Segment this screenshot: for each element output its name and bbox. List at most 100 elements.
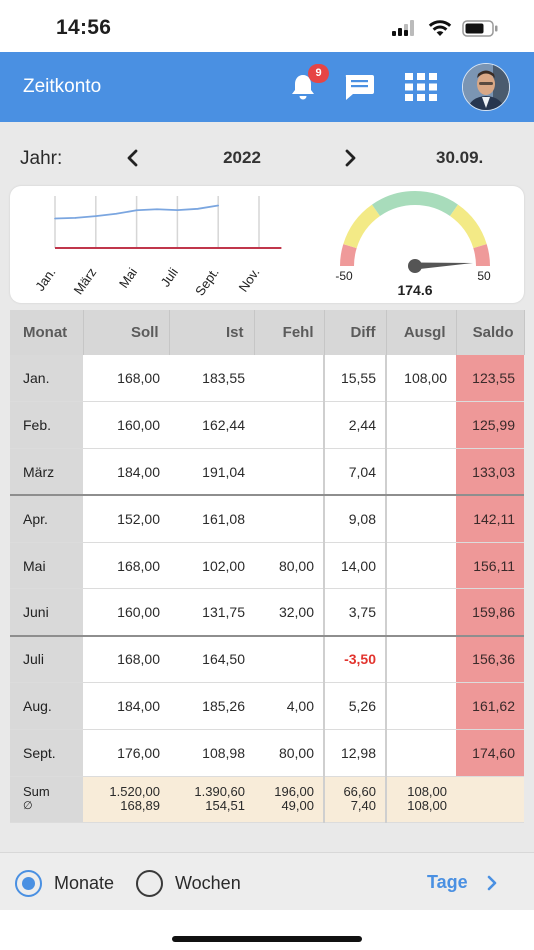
status-time: 14:56: [56, 16, 112, 39]
chat-icon: [345, 75, 374, 100]
sum-value: 66,60: [343, 784, 376, 800]
cell-diff: 2,44: [323, 401, 386, 450]
sum-cell-ist: 1.390,60 154,51: [169, 776, 254, 823]
column-header-monat: Monat: [10, 310, 84, 355]
cell-ausgl: [385, 682, 456, 730]
data-point-Feb.: [74, 217, 77, 219]
cell-saldo: 159,86: [456, 588, 524, 637]
cell-diff: 14,00: [323, 542, 386, 590]
cell-ausgl: [385, 448, 456, 497]
cell-saldo: 156,36: [456, 635, 524, 684]
data-point-Sept.: [217, 204, 219, 207]
sum-value: 196,00: [274, 784, 314, 800]
home-indicator[interactable]: [172, 936, 362, 942]
notification-badge: 9: [308, 64, 329, 83]
cell-month: März: [10, 448, 83, 497]
table-row[interactable]: Mai 168,00 102,00 80,00 14,00 156,11: [10, 542, 524, 590]
notifications-button[interactable]: 9: [288, 52, 329, 122]
cell-month: Sept.: [10, 729, 83, 777]
gauge-needle: [414, 262, 473, 270]
cell-saldo: 123,55: [456, 355, 524, 403]
gauge-value-label: 174.6: [397, 282, 432, 298]
cell-soll: 176,00: [83, 729, 169, 777]
column-header-ausgl: Ausgl: [386, 310, 457, 355]
year-value: 2022: [223, 148, 261, 167]
cell-ausgl: [385, 401, 456, 450]
cell-soll: 160,00: [83, 588, 169, 637]
cell-saldo: 161,62: [456, 682, 524, 730]
cell-fehl: 32,00: [254, 588, 324, 637]
cell-ist: 161,08: [169, 495, 254, 543]
cell-soll: 168,00: [83, 635, 169, 684]
days-link[interactable]: Tage: [427, 872, 468, 892]
cell-ausgl: [385, 635, 456, 684]
cell-ausgl: 108,00: [385, 355, 456, 403]
gauge-high-segment: [473, 244, 490, 267]
x-tick-label: Juli: [157, 265, 181, 290]
column-header-fehl: Fehl: [254, 310, 325, 355]
chart-card: Jan. März Mai Juli Sept. Nov. -50 50 174.6: [10, 186, 524, 303]
data-point-Aug.: [197, 208, 199, 210]
table-row[interactable]: Jan. 168,00 183,55 15,55 108,00 123,55: [10, 355, 524, 403]
table-row[interactable]: Apr. 152,00 161,08 9,08 142,11: [10, 495, 524, 543]
cellular-signal-icon: [392, 20, 414, 36]
gauge-mid-high-segment: [449, 204, 487, 249]
data-point-März: [95, 215, 97, 217]
bell-icon: [292, 75, 314, 100]
cell-saldo: 156,11: [456, 542, 524, 590]
cell-ausgl: [385, 495, 456, 543]
cell-saldo: 174,60: [456, 729, 524, 777]
table-header-row: Monat Soll Ist Fehl Diff Ausgl Saldo: [10, 310, 525, 355]
cell-soll: 184,00: [83, 682, 169, 730]
data-point-Juni: [156, 208, 158, 211]
cell-soll: 160,00: [83, 401, 169, 450]
avatar[interactable]: [462, 63, 510, 111]
average-value: 49,00: [281, 798, 314, 814]
sum-cell-month: Sum ∅: [10, 776, 83, 823]
cell-ist: 191,04: [169, 448, 254, 497]
weeks-radio-label[interactable]: Wochen: [175, 873, 241, 893]
sum-cell-diff: 66,60 7,40: [323, 776, 386, 823]
cell-fehl: 4,00: [254, 682, 324, 730]
battery-icon: [462, 20, 498, 37]
next-year-chevron-icon[interactable]: [339, 146, 361, 170]
table-row[interactable]: Juli 168,00 164,50 -3,50 156,36: [10, 635, 524, 684]
home-area: [0, 910, 534, 950]
chevron-right-icon[interactable]: [484, 873, 500, 893]
weeks-radio[interactable]: [136, 870, 163, 897]
user-photo-icon: [463, 64, 509, 110]
sum-value: Sum: [23, 784, 50, 800]
sum-value: 108,00: [407, 784, 447, 800]
previous-year-chevron-icon[interactable]: [122, 146, 144, 170]
table-row[interactable]: Feb. 160,00 162,44 2,44 125,99: [10, 401, 524, 450]
sum-cell-soll: 1.520,00 168,89: [83, 776, 169, 823]
sum-row: Sum ∅ 1.520,00 168,89 1.390,60 154,51 196,00 49…: [10, 776, 524, 823]
cell-ist: 183,55: [169, 355, 254, 403]
cell-fehl: [254, 635, 324, 684]
cell-saldo: 125,99: [456, 401, 524, 450]
average-value: 108,00: [407, 798, 447, 814]
gauge-hub: [408, 259, 422, 273]
cell-soll: 152,00: [83, 495, 169, 543]
table-row[interactable]: März 184,00 191,04 7,04 133,03: [10, 448, 524, 497]
cell-ist: 108,98: [169, 729, 254, 777]
column-header-diff: Diff: [324, 310, 387, 355]
cell-ist: 102,00: [169, 542, 254, 590]
table-row[interactable]: Juni 160,00 131,75 32,00 3,75 159,86: [10, 588, 524, 637]
messages-button[interactable]: [342, 52, 376, 122]
x-tick-label: März: [71, 265, 100, 297]
table-row[interactable]: Aug. 184,00 185,26 4,00 5,26 161,62: [10, 682, 524, 730]
wifi-icon: [428, 20, 452, 36]
apps-button[interactable]: [403, 52, 439, 122]
months-radio-label[interactable]: Monate: [54, 873, 115, 893]
cell-month: Juni: [10, 588, 83, 637]
cell-fehl: [254, 495, 324, 543]
cell-fehl: [254, 355, 324, 403]
app-header: Zeitkonto 9: [0, 52, 534, 122]
column-header-soll: Soll: [83, 310, 170, 355]
table-row[interactable]: Sept. 176,00 108,98 80,00 12,98 174,60: [10, 729, 524, 777]
gauge-mid-low-segment: [343, 204, 381, 249]
reference-date: 30.09.: [436, 148, 484, 167]
months-radio[interactable]: [15, 870, 42, 897]
cell-diff: 7,04: [323, 448, 386, 497]
